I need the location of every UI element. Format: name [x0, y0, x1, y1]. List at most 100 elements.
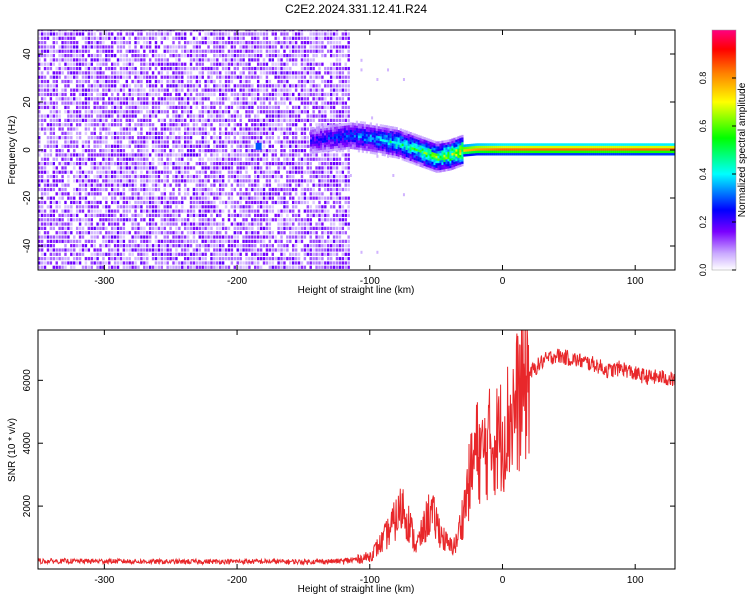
- heatmap-cell: [110, 41, 114, 45]
- heatmap-cell: [122, 209, 126, 213]
- heatmap-cell: [140, 105, 143, 110]
- heatmap-cell: [46, 248, 50, 252]
- heatmap-cell: [131, 213, 134, 218]
- heatmap-cell: [210, 66, 213, 71]
- heatmap-cell: [309, 166, 312, 170]
- heatmap-cell: [38, 110, 41, 114]
- heatmap-cell: [239, 97, 242, 101]
- heatmap-cell: [300, 97, 304, 101]
- heatmap-cell: [321, 218, 324, 222]
- heatmap-cell: [387, 68, 390, 72]
- heatmap-cell: [93, 144, 96, 148]
- heatmap-cell: [219, 123, 222, 127]
- heatmap-cell: [239, 187, 242, 192]
- heatmap-cell: [122, 41, 126, 45]
- heatmap-cell: [67, 84, 70, 88]
- heatmap-cell: [93, 149, 96, 153]
- heatmap-cell: [280, 252, 283, 256]
- heatmap-cell: [216, 41, 219, 45]
- heatmap-cell: [324, 248, 327, 252]
- heatmap-cell: [178, 45, 181, 49]
- heatmap-cell: [233, 131, 237, 135]
- heatmap-cell: [233, 101, 237, 105]
- heatmap-cell: [292, 265, 295, 269]
- heatmap-cell: [227, 170, 231, 174]
- heatmap-cell: [84, 213, 88, 218]
- heatmap-cell: [116, 88, 120, 92]
- heatmap-cell: [297, 45, 301, 49]
- heatmap-cell: [292, 41, 295, 45]
- heatmap-cell: [81, 54, 85, 58]
- heatmap-cell: [166, 101, 169, 105]
- heatmap-cell: [306, 58, 310, 62]
- heatmap-cell: [116, 79, 120, 84]
- heatmap-cell: [166, 235, 169, 239]
- heatmap-cell: [207, 174, 210, 179]
- heatmap-cell: [143, 49, 146, 53]
- heatmap-cell: [67, 45, 70, 49]
- heatmap-cell: [309, 174, 312, 179]
- heatmap-cell: [224, 62, 228, 66]
- heatmap-cell: [186, 248, 190, 252]
- heatmap-cell: [274, 157, 277, 161]
- heatmap-cell: [329, 261, 333, 265]
- heatmap-cell: [87, 127, 91, 131]
- heatmap-cell: [268, 144, 272, 148]
- heatmap-cell: [148, 136, 152, 140]
- heatmap-cell: [256, 222, 260, 226]
- heatmap-cell: [81, 105, 85, 110]
- heatmap-cell: [148, 174, 152, 179]
- heatmap-cell: [221, 252, 225, 256]
- heatmap-cell: [122, 101, 126, 105]
- heatmap-cell: [61, 261, 64, 265]
- heatmap-cell: [181, 66, 184, 71]
- heatmap-cell: [122, 45, 126, 49]
- heatmap-cell: [58, 213, 61, 218]
- heatmap-cell: [128, 174, 131, 179]
- heatmap-cell: [201, 71, 204, 75]
- heatmap-cell: [143, 192, 146, 196]
- heatmap-cell: [40, 261, 44, 265]
- heatmap-cell: [338, 196, 342, 200]
- heatmap-cell: [230, 36, 234, 40]
- heatmap-cell: [207, 123, 210, 127]
- heatmap-cell: [204, 257, 207, 261]
- heatmap-cell: [347, 97, 350, 101]
- heatmap-cell: [40, 88, 44, 92]
- heatmap-cell: [186, 222, 190, 226]
- heatmap-cell: [259, 88, 263, 92]
- heatmap-cell: [265, 45, 269, 49]
- heatmap-cell: [181, 79, 184, 84]
- heatmap-cell: [172, 105, 175, 110]
- heatmap-cell: [73, 92, 76, 97]
- heatmap-cell: [268, 114, 272, 118]
- heatmap-cell: [318, 183, 321, 187]
- heatmap-cell: [38, 235, 41, 239]
- heatmap-cell: [134, 187, 137, 192]
- heatmap-cell: [309, 226, 312, 230]
- heatmap-cell: [73, 174, 76, 179]
- heatmap-cell: [181, 166, 184, 170]
- heatmap-cell: [198, 187, 201, 192]
- heatmap-cell: [259, 75, 263, 79]
- heatmap-cell: [96, 144, 99, 148]
- heatmap-cell: [55, 92, 58, 97]
- heatmap-cell: [274, 192, 277, 196]
- heatmap-cell: [262, 105, 266, 110]
- heatmap-cell: [297, 200, 301, 205]
- heatmap-cell: [40, 30, 44, 32]
- heatmap-cell: [96, 118, 99, 122]
- heatmap-cell: [146, 222, 149, 226]
- heatmap-cell: [204, 248, 207, 252]
- heatmap-cell: [169, 157, 172, 161]
- heatmap-cell: [87, 200, 91, 205]
- heatmap-cell: [55, 75, 58, 79]
- heatmap-cell: [90, 261, 93, 265]
- heatmap-cell: [265, 209, 269, 213]
- heatmap-cell: [265, 166, 269, 170]
- heatmap-cell: [318, 32, 321, 36]
- heatmap-cell: [236, 123, 239, 127]
- heatmap-cell: [245, 213, 248, 218]
- heatmap-cell: [318, 226, 321, 230]
- heatmap-cell: [262, 213, 266, 218]
